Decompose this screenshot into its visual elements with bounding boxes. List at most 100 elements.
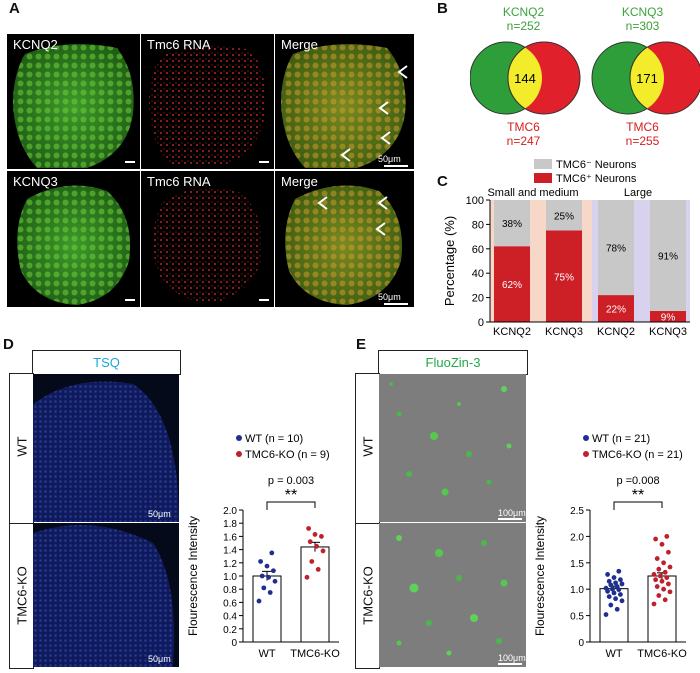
y-tick-label: 0.5 (570, 612, 584, 623)
venn2-overlap (629, 42, 664, 114)
bar-label: 9% (661, 313, 676, 324)
scale-bar-label: 50μm (148, 654, 171, 664)
stacked-bar-chart: TMC6⁻ Neurons TMC6⁺ Neurons Small and medi… (442, 159, 690, 338)
data-point (664, 575, 670, 580)
y-tick-label: 1.0 (223, 572, 237, 583)
legend-swatch-pos (534, 173, 552, 183)
green-tissue-image (17, 185, 131, 305)
data-point (666, 581, 671, 587)
venn1-bottom-label: TMC6 n=247 (476, 120, 571, 148)
legend-label: TMC6⁻ Neurons (556, 159, 637, 171)
x-tick-label: TMC6-KO (637, 648, 687, 660)
channel-label: KCNQ2 (13, 37, 58, 52)
data-point (606, 594, 612, 599)
channel-label: Tmc6 RNA (147, 174, 211, 189)
legend-label: TMC6-KO (n = 21) (592, 449, 683, 461)
stain-title: FluoZin-3 (425, 355, 481, 370)
bar-segment-pos (546, 230, 582, 322)
y-tick-label: 1.2 (223, 559, 237, 570)
significance-bracket (266, 501, 316, 510)
scale-bar-label: 100μm (498, 653, 526, 663)
channel-label: Tmc6 RNA (147, 37, 211, 52)
data-point (605, 572, 610, 577)
data-point (659, 541, 665, 547)
micrograph-merge-1: Merge 50μm (275, 34, 414, 169)
y-tick-label: 0 (478, 317, 484, 329)
stain-header-box: TSQ (32, 350, 181, 375)
y-axis-label: Percentage (%) (442, 216, 457, 306)
bar-segment-neg (598, 200, 634, 296)
data-point (659, 578, 665, 584)
data-point (653, 577, 658, 583)
stain-title: TSQ (93, 355, 120, 370)
bar-label: 22% (606, 305, 626, 316)
data-point (653, 536, 658, 542)
row-label-box-wt: WT (9, 373, 34, 525)
row-label-box-ko: TMC6-KO (9, 523, 34, 669)
fluozin-image-wt: 100μm (379, 374, 526, 522)
bar (252, 575, 282, 643)
data-point (616, 568, 622, 574)
y-tick-label: 0.6 (223, 598, 237, 609)
scale-bar-label: 50μm (378, 154, 401, 164)
data-point (613, 596, 618, 602)
data-point (618, 592, 623, 597)
bar-label: 38% (502, 219, 522, 230)
y-tick-label: 0 (231, 638, 237, 649)
x-tick-label: KCNQ3 (649, 326, 687, 338)
venn-set-name: KCNQ3 (621, 5, 664, 19)
data-point (614, 606, 620, 612)
data-point (264, 563, 270, 569)
data-point (619, 598, 625, 604)
panel-e-letter: E (356, 336, 367, 353)
scale-bar-label: 50μm (378, 292, 401, 302)
legend-label: TMC6⁺ Neurons (556, 173, 637, 185)
data-point (610, 586, 615, 592)
venn-set-count: n=255 (625, 134, 660, 148)
data-point (651, 572, 657, 577)
data-point (654, 584, 660, 589)
data-point (272, 578, 278, 584)
y-tick-label: 2.5 (570, 506, 584, 517)
green-tissue-image (13, 44, 134, 168)
data-point (271, 568, 276, 574)
legend-dot-ko (583, 451, 589, 457)
merge-image (285, 185, 403, 305)
legend-dot-wt (583, 435, 589, 441)
data-point (667, 589, 673, 595)
data-point (259, 573, 265, 579)
venn-set-name: TMC6 (507, 120, 540, 134)
bar-segment-neg (650, 200, 686, 312)
legend-dot-wt (236, 435, 242, 441)
x-tick-label: WT (605, 648, 622, 660)
y-axis-label: Flourescence Intensity (533, 516, 547, 636)
bar (647, 575, 677, 643)
micrograph-tmc6-rna-2: Tmc6 RNA (141, 171, 274, 307)
micrograph-kcnq3: KCNQ3 (7, 171, 140, 307)
y-axis-label: Flourescence Intensity (186, 516, 200, 636)
venn1-overlap-count: 144 (514, 71, 536, 86)
scale-bar (259, 161, 269, 163)
data-point (603, 612, 609, 617)
data-point (267, 590, 273, 595)
data-point (664, 534, 670, 539)
data-point (658, 573, 663, 579)
x-tick-label: WT (258, 648, 275, 660)
y-tick-label: 80 (472, 219, 484, 231)
channel-label: Merge (281, 37, 318, 52)
bar-segment-pos (650, 311, 686, 322)
data-point (651, 601, 657, 607)
scale-bar (384, 165, 408, 167)
legend-dot-ko (236, 451, 242, 457)
x-tick-label: KCNQ2 (493, 326, 531, 338)
scale-bar-label: 50μm (148, 509, 171, 519)
arrowhead-icon (377, 196, 388, 210)
scale-bar (498, 663, 522, 665)
y-tick-label: 40 (472, 268, 484, 280)
scale-bar (125, 299, 135, 301)
red-rna-image (149, 46, 266, 166)
data-point (662, 569, 668, 575)
bar (300, 546, 330, 643)
channel-label: Merge (281, 174, 318, 189)
